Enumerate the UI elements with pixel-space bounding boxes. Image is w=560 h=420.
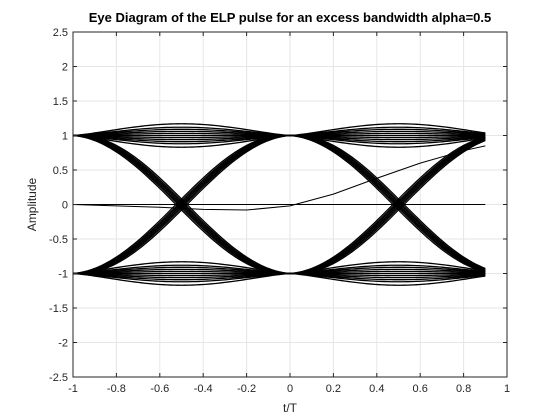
eye-trace <box>290 134 486 271</box>
eye-trace <box>289 132 486 137</box>
eye-trace <box>289 268 486 275</box>
eye-trace <box>289 134 486 272</box>
eye-trace <box>72 134 290 275</box>
eye-trace <box>289 266 486 275</box>
eye-trace <box>289 134 486 273</box>
eye-trace <box>72 134 291 148</box>
eye-trace <box>289 264 486 275</box>
eye-trace <box>289 137 486 275</box>
x-tick-label: 0.4 <box>369 383 384 395</box>
eye-trace <box>72 130 291 137</box>
x-tick-label: -0.6 <box>150 383 169 395</box>
eye-trace <box>72 270 291 275</box>
eye-trace <box>289 136 486 275</box>
eye-trace <box>72 264 291 275</box>
eye-trace <box>289 134 486 270</box>
y-tick-label: 2.5 <box>53 27 68 39</box>
y-tick-label: 0 <box>62 200 68 212</box>
eye-trace-series-1 <box>72 145 486 211</box>
eye-trace <box>289 134 486 141</box>
eye-trace <box>289 130 486 137</box>
y-tick-label: -1 <box>58 269 68 281</box>
eye-trace <box>72 266 291 275</box>
eye-trace <box>72 272 291 279</box>
x-tick-label: -1 <box>68 383 78 395</box>
eye-trace <box>72 272 291 283</box>
eye-trace <box>72 272 291 281</box>
x-tick-label: -0.2 <box>237 383 256 395</box>
eye-trace <box>72 134 291 145</box>
eye-trace <box>289 134 486 271</box>
y-tick-label: -2.5 <box>49 372 68 384</box>
y-tick-label: 2 <box>62 62 68 74</box>
ticks: -1 -0.8 -0.6 -0.4 -0.2 0 0.2 0.4 0.6 0.8 1 -2.5 -2 -1… <box>49 27 510 395</box>
y-tick-label: -2 <box>58 338 68 350</box>
eye-trace <box>72 126 291 137</box>
eye-trace <box>72 134 291 275</box>
eye-trace <box>289 272 486 286</box>
eye-trace <box>72 128 291 137</box>
eye-trace <box>72 272 291 286</box>
eye-trace <box>289 134 486 270</box>
y-tick-label: 1 <box>62 131 68 143</box>
eye-trace <box>289 126 486 137</box>
eye-trace <box>289 134 486 143</box>
eye-trace <box>289 123 486 137</box>
x-tick-label: 0.8 <box>456 383 471 395</box>
data-lines <box>72 123 486 286</box>
y-tick-label: 0.5 <box>53 165 68 177</box>
eye-trace <box>289 270 486 275</box>
x-tick-label: 0.6 <box>413 383 428 395</box>
x-tick-label: -0.8 <box>107 383 126 395</box>
eye-trace <box>289 272 486 277</box>
eye-trace <box>72 272 291 277</box>
x-tick-label: -0.4 <box>194 383 213 395</box>
x-tick-label: 0 <box>287 383 293 395</box>
eye-trace <box>72 132 291 137</box>
eye-trace <box>73 134 291 275</box>
eye-trace <box>289 134 486 272</box>
chart-title: Eye Diagram of the ELP pulse for an exce… <box>89 10 492 25</box>
y-tick-label: -1.5 <box>49 303 68 315</box>
y-tick-label: -0.5 <box>49 234 68 246</box>
x-tick-label: 1 <box>504 383 510 395</box>
eye-trace <box>289 272 486 283</box>
eye-trace <box>72 134 291 143</box>
eye-trace <box>289 139 486 275</box>
eye-trace <box>289 134 486 148</box>
eye-trace <box>289 272 486 281</box>
y-tick-label: 1.5 <box>53 96 68 108</box>
eye-trace <box>72 123 291 137</box>
eye-trace <box>289 134 486 139</box>
eye-trace <box>72 268 291 275</box>
eye-trace <box>72 134 291 275</box>
eye-trace <box>290 138 486 275</box>
eye-trace <box>72 134 291 275</box>
eye-trace <box>72 134 291 141</box>
x-axis-label: t/T <box>283 401 298 415</box>
eye-trace <box>289 139 486 275</box>
eye-trace <box>289 261 486 275</box>
eye-trace <box>289 128 486 137</box>
y-axis-label: Amplitude <box>25 178 39 232</box>
eye-trace <box>289 134 486 145</box>
eye-trace <box>72 134 291 139</box>
eye-trace <box>289 272 486 279</box>
eye-trace <box>289 138 486 275</box>
eye-trace <box>72 261 291 275</box>
x-tick-label: 0.2 <box>326 383 341 395</box>
